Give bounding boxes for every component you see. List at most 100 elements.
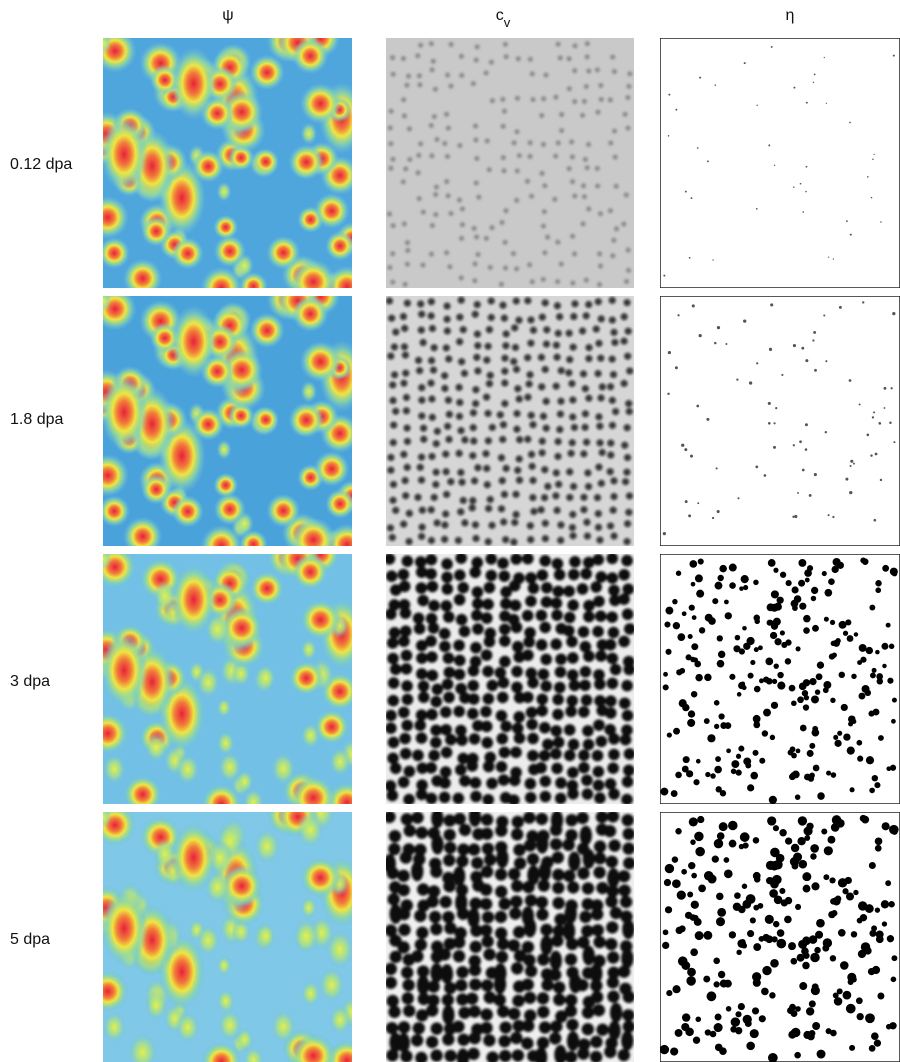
- void-dot: [419, 338, 427, 347]
- void-dot: [392, 328, 400, 336]
- void-dot: [444, 422, 452, 430]
- void-dot: [563, 749, 576, 762]
- void-dot: [403, 793, 415, 804]
- void-dot: [540, 923, 553, 937]
- void-dot: [426, 1004, 439, 1017]
- void-dot: [592, 779, 605, 792]
- void-dot: [416, 926, 429, 939]
- eta-dot: [690, 454, 694, 458]
- void-dot: [499, 435, 507, 444]
- void-dot: [594, 678, 606, 690]
- eta-dot: [803, 694, 810, 701]
- eta-dot: [871, 925, 878, 932]
- void-dot: [471, 609, 483, 622]
- eta-dot: [801, 468, 805, 472]
- eta-dot: [779, 630, 785, 636]
- void-dot: [472, 399, 480, 408]
- eta-dot: [809, 772, 815, 779]
- eta-dot: [847, 972, 857, 982]
- eta-dot: [753, 614, 761, 622]
- void-dot: [455, 383, 463, 391]
- void-dot: [590, 990, 604, 1004]
- eta-dot: [775, 407, 778, 410]
- eta-dot: [856, 1012, 864, 1021]
- eta-dot: [798, 682, 807, 691]
- void-dot: [438, 791, 451, 804]
- void-dot: [578, 1038, 591, 1051]
- void-dot: [500, 314, 508, 322]
- eta-dot: [677, 956, 688, 967]
- void-dot: [579, 679, 591, 692]
- void-dot: [431, 683, 444, 696]
- void-dot: [455, 979, 468, 992]
- void-dot: [585, 344, 593, 352]
- void-dot: [414, 356, 423, 364]
- void-dot: [536, 569, 549, 581]
- void-dot: [514, 197, 520, 203]
- eta-dot: [740, 575, 749, 584]
- eta-dot: [798, 939, 808, 949]
- eta-dot: [822, 938, 833, 948]
- eta-dot: [823, 846, 833, 856]
- eta-dot: [662, 929, 669, 936]
- void-dot: [458, 478, 466, 486]
- void-dot: [479, 897, 493, 911]
- eta-dot: [834, 895, 842, 903]
- field-blob: [103, 237, 130, 269]
- eta-dot: [758, 935, 765, 942]
- eta-dot: [784, 658, 792, 665]
- eta-dot: [861, 558, 869, 565]
- void-dot: [582, 312, 590, 320]
- field-blob: [216, 730, 236, 756]
- eta-dot: [713, 700, 720, 706]
- eta-dot: [837, 928, 846, 937]
- void-dot: [444, 72, 451, 78]
- void-dot: [455, 724, 467, 737]
- eta-dot: [690, 839, 696, 845]
- void-dot: [442, 450, 450, 458]
- void-dot: [569, 532, 577, 540]
- void-dot: [469, 978, 482, 991]
- void-dot: [389, 480, 398, 489]
- eta-dot: [697, 502, 700, 505]
- eta-dot: [718, 713, 725, 720]
- void-dot: [515, 476, 524, 484]
- void-dot: [494, 868, 508, 881]
- void-dot: [495, 761, 508, 773]
- void-dot: [443, 691, 455, 704]
- void-dot: [494, 667, 507, 679]
- eta-dot: [773, 567, 779, 573]
- void-dot: [389, 55, 396, 61]
- eta-dot: [804, 448, 808, 451]
- void-dot: [594, 67, 601, 73]
- void-dot: [495, 950, 509, 964]
- eta-dot: [810, 595, 817, 602]
- void-dot: [525, 706, 538, 719]
- void-dot: [386, 570, 398, 582]
- eta-dot: [743, 584, 749, 591]
- eta-dot: [840, 703, 848, 712]
- void-dot: [549, 838, 563, 851]
- void-dot: [621, 724, 633, 737]
- void-dot: [467, 664, 480, 677]
- eta-dot: [801, 346, 805, 350]
- row-label: 3 dpa: [10, 673, 50, 690]
- void-dot: [470, 790, 482, 803]
- void-dot: [567, 652, 579, 664]
- void-dot: [622, 842, 634, 855]
- eta-dot: [871, 965, 881, 975]
- void-dot: [428, 41, 434, 47]
- void-dot: [439, 777, 451, 789]
- void-dot: [595, 735, 608, 748]
- eta-dot: [763, 474, 767, 477]
- void-dot: [564, 1051, 578, 1062]
- eta-dot: [857, 755, 864, 762]
- eta-dot: [845, 220, 848, 223]
- void-dot: [465, 992, 479, 1005]
- void-dot: [416, 367, 424, 375]
- void-dot: [407, 156, 413, 163]
- eta-dot: [869, 787, 875, 794]
- void-dot: [488, 59, 495, 65]
- void-dot: [594, 695, 606, 707]
- void-dot: [471, 521, 480, 529]
